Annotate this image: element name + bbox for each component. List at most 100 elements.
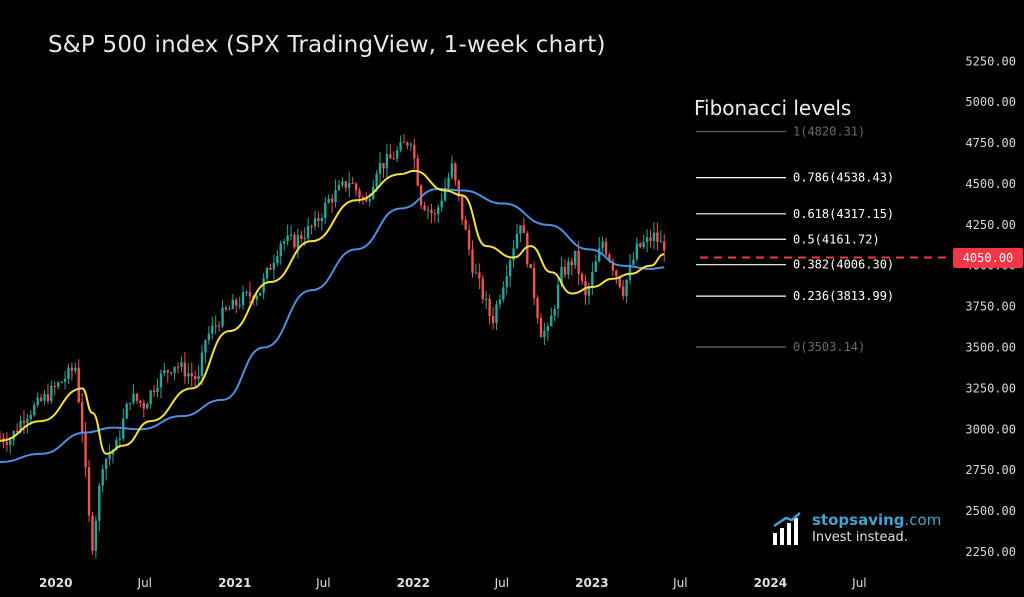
candle-body xyxy=(231,299,235,309)
candle-body xyxy=(423,205,426,211)
candle-body xyxy=(217,325,221,327)
candle-body xyxy=(334,190,337,203)
y-tick-label: 3750.00 xyxy=(965,300,1016,314)
candle-body xyxy=(659,241,663,243)
candle-body xyxy=(108,454,111,459)
candle-body xyxy=(193,376,197,380)
candle-body xyxy=(115,439,118,451)
fibonacci-level-label: 0.5(4161.72) xyxy=(793,232,880,246)
candle-body xyxy=(368,198,371,202)
candle-body xyxy=(235,299,238,306)
candle-body xyxy=(618,276,621,287)
candle-body xyxy=(84,432,87,468)
candle-body xyxy=(645,237,649,243)
candle-body xyxy=(63,379,67,383)
candle-body xyxy=(450,163,454,178)
candle-body xyxy=(443,187,447,201)
candle-body xyxy=(389,154,392,159)
candle-body xyxy=(365,197,368,202)
candle-body xyxy=(135,393,139,401)
candle-body xyxy=(399,142,402,151)
candle-body xyxy=(118,438,122,440)
candle-body xyxy=(635,243,639,260)
candle-body xyxy=(467,229,471,250)
candle-body xyxy=(306,225,310,239)
candle-body xyxy=(265,267,269,279)
candle-body xyxy=(433,213,437,215)
candle-body xyxy=(5,442,9,445)
candle-body xyxy=(587,286,591,296)
candle-body xyxy=(594,261,597,272)
candle-body xyxy=(351,182,354,184)
candle-body xyxy=(454,163,457,181)
candle-body xyxy=(522,225,526,234)
candle-body xyxy=(190,373,193,377)
candle-body xyxy=(221,307,224,327)
candle-body xyxy=(437,207,440,215)
candle-body xyxy=(50,385,53,402)
candle-body xyxy=(173,366,176,374)
candle-body xyxy=(94,520,98,551)
candle-body xyxy=(553,308,556,316)
candle-body xyxy=(471,249,474,273)
candle-body xyxy=(385,154,389,169)
candle-body xyxy=(70,367,74,371)
candle-body xyxy=(57,382,60,387)
candle-body xyxy=(19,421,22,432)
candle-body xyxy=(286,235,289,242)
candle-body xyxy=(324,202,327,219)
x-tick-label: Jul xyxy=(315,576,330,590)
candle-body xyxy=(337,185,341,191)
candle-body xyxy=(560,266,563,285)
candle-body xyxy=(508,260,512,277)
candle-body xyxy=(87,467,91,516)
candle-body xyxy=(563,266,567,275)
candle-body xyxy=(344,181,348,188)
candle-body xyxy=(447,177,450,188)
candle-body xyxy=(409,144,413,146)
candle-body xyxy=(543,331,546,338)
candle-body xyxy=(512,248,515,261)
current-price-badge: 4050.00 xyxy=(953,247,1023,268)
candle-body xyxy=(224,307,228,310)
y-tick-label: 4500.00 xyxy=(965,177,1016,191)
candle-body xyxy=(406,142,409,146)
candle-body xyxy=(519,225,522,234)
candle-body xyxy=(484,298,488,300)
candle-body xyxy=(146,403,149,409)
fibonacci-level-label: 0.382(4006.30) xyxy=(793,258,894,272)
candle-body xyxy=(567,261,570,275)
candle-body xyxy=(505,276,508,288)
candle-body xyxy=(43,394,46,401)
x-tick-label: Jul xyxy=(494,576,509,590)
candle-body xyxy=(29,415,33,419)
brand-name: stopsaving.com xyxy=(812,511,942,529)
candle-body xyxy=(649,237,652,242)
candle-body xyxy=(478,272,481,279)
candle-body xyxy=(515,233,519,249)
candle-body xyxy=(300,235,303,240)
candle-body xyxy=(166,370,169,373)
candle-body xyxy=(317,218,320,222)
candle-body xyxy=(495,304,498,323)
y-tick-label: 5250.00 xyxy=(965,54,1016,68)
candle-body xyxy=(9,440,12,445)
candle-body xyxy=(330,198,334,203)
y-tick-label: 3000.00 xyxy=(965,422,1016,436)
candle-body xyxy=(176,366,180,368)
fibonacci-title: Fibonacci levels xyxy=(694,96,852,120)
candle-body xyxy=(262,278,265,293)
candle-body xyxy=(0,437,2,439)
candle-body xyxy=(642,242,645,247)
candle-body xyxy=(228,308,231,310)
candle-body xyxy=(289,234,293,236)
candle-body xyxy=(276,256,279,264)
candle-body xyxy=(536,298,539,319)
candle-body xyxy=(341,181,344,186)
candle-body xyxy=(474,272,478,274)
candle-body xyxy=(98,485,101,521)
candle-body xyxy=(320,218,324,222)
candle-body xyxy=(597,248,601,262)
y-tick-label: 5000.00 xyxy=(965,95,1016,109)
